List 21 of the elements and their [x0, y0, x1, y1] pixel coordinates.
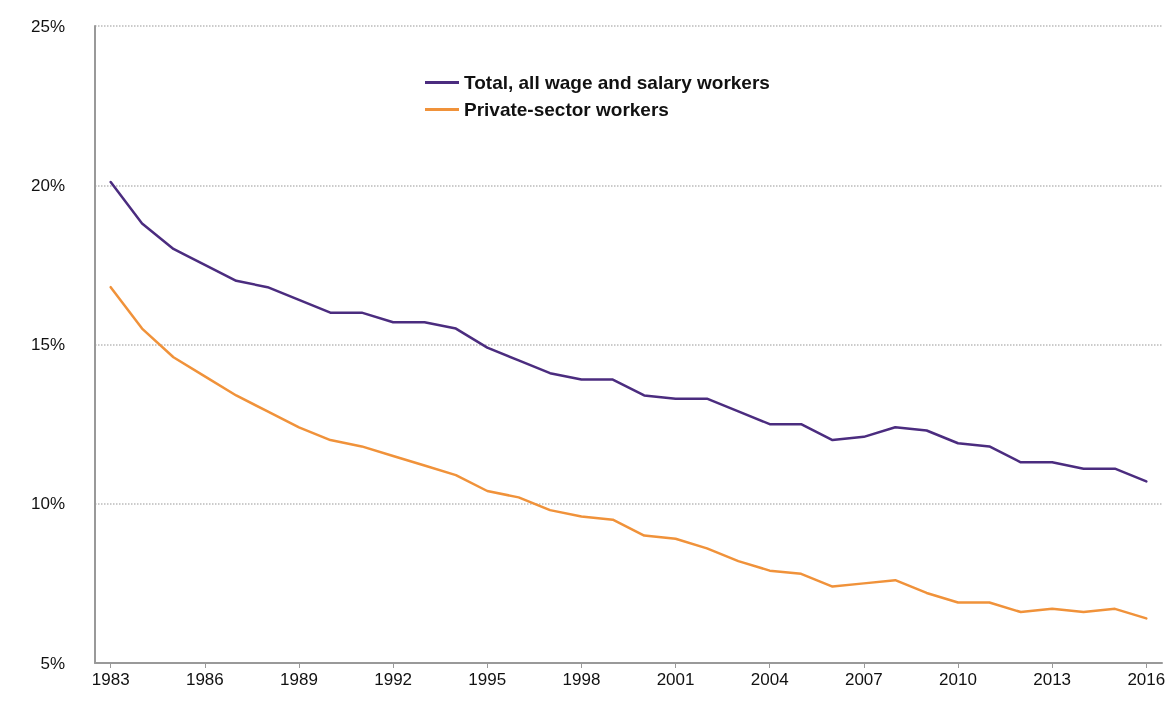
- x-tick-label: 2004: [750, 670, 789, 689]
- x-tick-label: 1992: [374, 670, 413, 689]
- x-tick-label: 1995: [468, 670, 507, 689]
- line-series: [109, 285, 1148, 620]
- x-tick-label: 2007: [844, 670, 883, 689]
- y-tick-label: 15%: [30, 335, 65, 354]
- x-tick-label: 2013: [1033, 670, 1072, 689]
- line-series: [109, 180, 1148, 483]
- x-tick-label: 1986: [185, 670, 224, 689]
- x-tick-label: 2010: [939, 670, 977, 689]
- y-tick-label: 10%: [30, 494, 65, 514]
- x-tick-label: 1989: [280, 670, 318, 689]
- x-tick-label: 2016: [1127, 670, 1166, 689]
- legend-label: Private-sector workers: [464, 99, 669, 120]
- y-tick-label: 5%: [40, 653, 65, 673]
- legend-label: Total, all wage and salary workers: [464, 72, 770, 93]
- y-tick-label: 25%: [30, 16, 65, 36]
- x-tick-label: 1998: [562, 670, 601, 689]
- y-tick-label: 20%: [30, 175, 65, 195]
- x-tick-label: 2001: [656, 670, 695, 689]
- x-tick-label: 1983: [91, 670, 130, 689]
